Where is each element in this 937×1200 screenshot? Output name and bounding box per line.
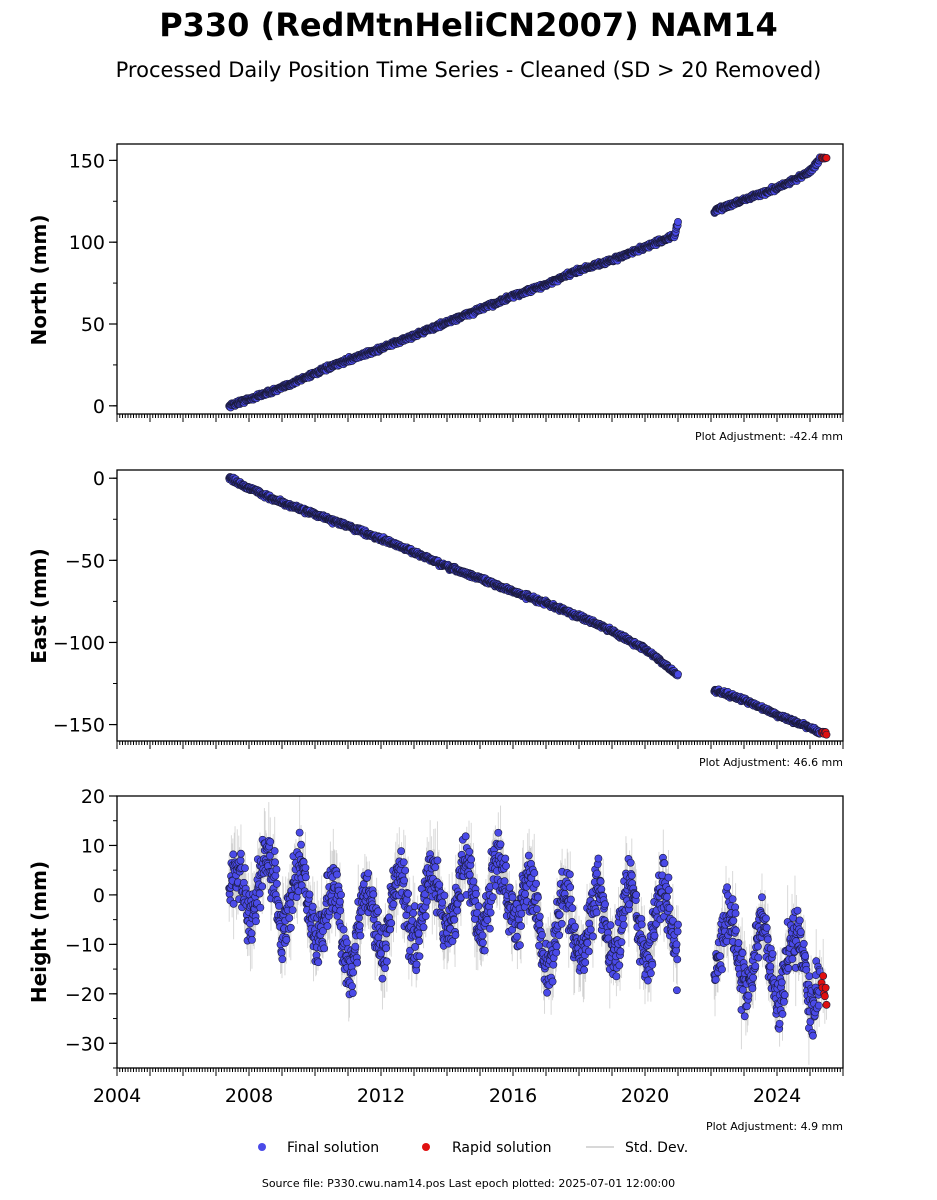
y-tick-label: −150	[53, 715, 105, 737]
rapid-points-0	[817, 153, 831, 163]
panel-0: 0 50 100 150 North (mm) Plot Adjustment: -42.…	[27, 143, 844, 443]
y-tick-label: 150	[69, 150, 105, 172]
y-tick-label: −100	[53, 632, 105, 654]
rapid-point	[822, 730, 831, 739]
chart-subtitle: Processed Daily Position Time Series - C…	[115, 58, 822, 82]
chart-title: P330 (RedMtnHeliCN2007) NAM14	[159, 6, 778, 44]
plot-adjustment-label: Plot Adjustment: -42.4 mm	[695, 430, 843, 443]
final-points-1	[710, 685, 824, 738]
y-tick-label: 0	[93, 396, 105, 418]
final-points-0	[225, 218, 682, 412]
final-points-0	[225, 473, 682, 680]
plot-area	[225, 473, 831, 739]
plot-area	[225, 153, 831, 412]
final-points-1	[710, 153, 824, 217]
y-tick-label: −50	[65, 550, 105, 572]
axes-frame	[116, 143, 844, 415]
y-tick-label: 50	[81, 314, 105, 336]
final-point	[674, 670, 682, 679]
y-tick-label: 100	[69, 232, 105, 254]
rapid-point	[822, 154, 831, 162]
final-point	[674, 218, 682, 226]
y-axis-label: North (mm)	[27, 214, 51, 345]
y-tick-label: 0	[93, 468, 105, 490]
